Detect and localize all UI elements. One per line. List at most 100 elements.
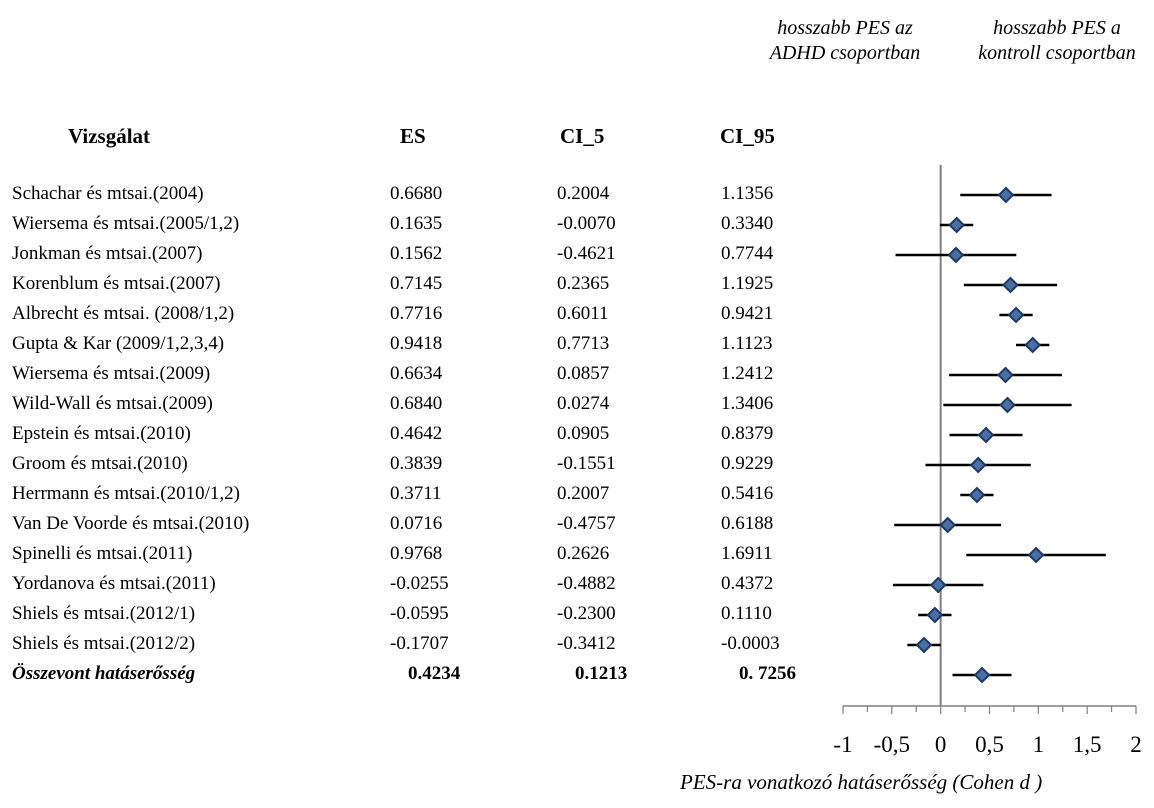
study-name-cell: Korenblum és mtsai.(2007) <box>12 273 221 294</box>
es-value-cell: 0.9418 <box>390 333 443 354</box>
pooled-ci-lower-cell: 0.1213 <box>575 663 628 684</box>
x-tick-label: 2 <box>1130 732 1142 757</box>
study-column-header: Vizsgálat <box>68 124 151 148</box>
ci-lower-cell: -0.1551 <box>557 453 616 474</box>
direction-note-control: hosszabb PES a kontroll csoportban <box>978 17 1136 64</box>
ci-lower-cell: -0.4882 <box>557 573 616 594</box>
es-value-cell: 0.3711 <box>390 483 442 504</box>
effect-size-marker <box>948 216 966 234</box>
pooled-study-name-cell: Összevont hatáserősség <box>12 663 196 684</box>
effect-size-marker <box>1007 306 1025 324</box>
ci-lower-cell: 0.6011 <box>557 303 609 324</box>
study-name-cell: Jonkman és mtsai.(2007) <box>12 243 203 264</box>
x-tick-label: -0,5 <box>874 732 910 757</box>
es-value-cell: 0.1635 <box>390 213 443 234</box>
ci-lower-cell: -0.0070 <box>557 213 616 234</box>
study-name-cell: Shiels és mtsai.(2012/2) <box>12 633 196 654</box>
study-name-cell: Groom és mtsai.(2010) <box>12 453 188 474</box>
ci-lower-cell: 0.2004 <box>557 183 610 204</box>
effect-size-marker <box>926 606 944 624</box>
effect-size-marker <box>968 486 986 504</box>
es-value-cell: 0.7716 <box>390 303 443 324</box>
ci-lower-cell: 0.2365 <box>557 273 610 294</box>
effect-size-marker <box>997 366 1014 384</box>
es-value-cell: -0.1707 <box>390 633 449 654</box>
ci-upper-cell: 0.4372 <box>721 573 774 594</box>
es-value-cell: 0.6680 <box>390 183 443 204</box>
ci-upper-cell: 0.6188 <box>721 513 774 534</box>
x-tick-label: 0 <box>935 732 947 757</box>
effect-size-marker <box>999 396 1016 414</box>
es-value-cell: 0.3839 <box>390 453 443 474</box>
ci-upper-cell: 0.9229 <box>721 453 774 474</box>
ci-lower-cell: -0.4621 <box>557 243 616 264</box>
study-name-cell: Albrecht és mtsai. (2008/1,2) <box>12 303 235 324</box>
pooled-es-value-cell: 0.4234 <box>408 663 461 684</box>
effect-size-marker <box>915 636 933 654</box>
ci-upper-column-header: CI_95 <box>720 124 775 148</box>
ci-lower-cell: 0.0905 <box>557 423 610 444</box>
study-name-cell: Wiersema és mtsai.(2009) <box>12 363 211 384</box>
ci-lower-cell: 0.0857 <box>557 363 610 384</box>
es-value-cell: 0.7145 <box>390 273 443 294</box>
ci-upper-cell: 1.3406 <box>721 393 774 414</box>
ci-upper-cell: 1.1356 <box>721 183 774 204</box>
es-value-cell: 0.6840 <box>390 393 443 414</box>
x-tick-label: 0,5 <box>975 732 1004 757</box>
x-tick-label: 1 <box>1033 732 1045 757</box>
ci-upper-cell: 0.3340 <box>721 213 774 234</box>
effect-size-marker <box>977 426 995 444</box>
study-name-cell: Schachar és mtsai.(2004) <box>12 183 204 204</box>
study-name-cell: Spinelli és mtsai.(2011) <box>12 543 193 564</box>
ci-lower-cell: -0.4757 <box>557 513 616 534</box>
direction-note-adhd: hosszabb PES az ADHD csoportban <box>769 17 921 64</box>
effect-size-marker <box>929 576 947 594</box>
es-value-cell: 0.1562 <box>390 243 443 264</box>
effect-size-marker <box>1027 546 1045 564</box>
es-value-cell: -0.0255 <box>390 573 449 594</box>
ci-lower-column-header: CI_5 <box>560 124 605 148</box>
es-value-cell: 0.4642 <box>390 423 443 444</box>
study-name-cell: Shiels és mtsai.(2012/1) <box>12 603 196 624</box>
effect-size-marker <box>947 246 965 264</box>
study-name-cell: Epstein és mtsai.(2010) <box>12 423 191 444</box>
effect-size-marker <box>1024 336 1042 354</box>
x-tick-label: -1 <box>833 732 852 757</box>
ci-upper-cell: 0.8379 <box>721 423 774 444</box>
ci-lower-cell: 0.7713 <box>557 333 610 354</box>
effect-size-marker <box>1002 276 1019 294</box>
study-name-cell: Gupta & Kar (2009/1,2,3,4) <box>12 333 225 354</box>
ci-lower-cell: -0.2300 <box>557 603 616 624</box>
ci-upper-cell: 1.1925 <box>721 273 774 294</box>
ci-lower-cell: 0.2007 <box>557 483 610 504</box>
ci-upper-cell: 0.1110 <box>721 603 772 624</box>
ci-upper-cell: 0.5416 <box>721 483 774 504</box>
effect-size-marker <box>973 666 991 684</box>
study-name-cell: Van De Voorde és mtsai.(2010) <box>12 513 250 534</box>
ci-upper-cell: -0.0003 <box>721 633 780 654</box>
effect-size-marker <box>939 516 957 534</box>
ci-upper-cell: 0.9421 <box>721 303 774 324</box>
effect-size-marker <box>997 186 1015 204</box>
es-value-cell: 0.9768 <box>390 543 443 564</box>
study-name-cell: Herrmann és mtsai.(2010/1,2) <box>12 483 240 504</box>
ci-upper-cell: 1.6911 <box>721 543 773 564</box>
study-name-cell: Yordanova és mtsai.(2011) <box>12 573 216 594</box>
ci-upper-cell: 1.2412 <box>721 363 774 384</box>
ci-lower-cell: 0.2626 <box>557 543 610 564</box>
ci-upper-cell: 0.7744 <box>721 243 774 264</box>
ci-upper-cell: 1.1123 <box>721 333 773 354</box>
es-value-cell: -0.0595 <box>390 603 449 624</box>
es-value-cell: 0.0716 <box>390 513 443 534</box>
study-name-cell: Wiersema és mtsai.(2005/1,2) <box>12 213 240 234</box>
es-column-header: ES <box>400 124 426 148</box>
ci-lower-cell: -0.3412 <box>557 633 616 654</box>
effect-size-marker <box>969 456 987 474</box>
study-name-cell: Wild-Wall és mtsai.(2009) <box>12 393 213 414</box>
ci-lower-cell: 0.0274 <box>557 393 610 414</box>
pooled-ci-upper-cell: 0. 7256 <box>739 663 796 684</box>
x-axis-title: PES-ra vonatkozó hatáserősség (Cohen d ) <box>680 770 1043 794</box>
es-value-cell: 0.6634 <box>390 363 443 384</box>
x-tick-label: 1,5 <box>1073 732 1102 757</box>
